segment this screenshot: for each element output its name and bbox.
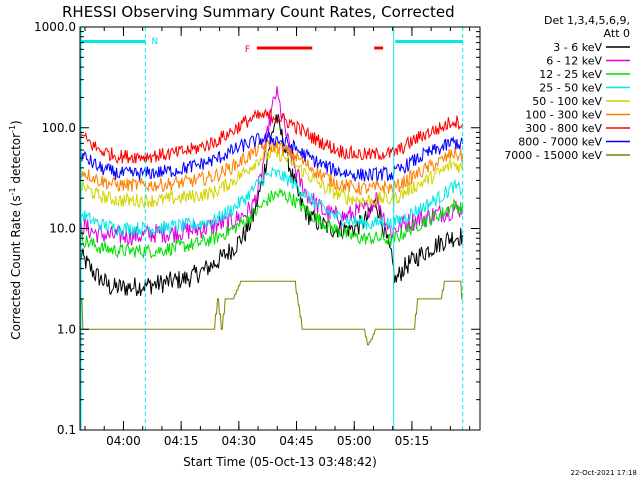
series-line-300-800 — [80, 108, 464, 164]
legend-header-attenuator: Att 0 — [604, 27, 630, 40]
x-tick-label: 05:15 — [395, 434, 430, 448]
flare-label: F — [245, 45, 250, 55]
y-tick-label: 0.1 — [57, 423, 76, 437]
y-tick-label: 1000.0 — [34, 20, 76, 34]
legend-entry-label: 12 - 25 keV — [539, 68, 602, 81]
y-axis: 1000.0 100.0 10.0 1.0 0.1 — [34, 20, 480, 437]
legend-entry-label: 100 - 300 keV — [525, 109, 602, 122]
series-line-800-7000 — [80, 131, 464, 182]
y-tick-label: 100.0 — [42, 121, 76, 135]
series-layer — [80, 85, 464, 346]
legend-entry-label: 7000 - 15000 keV — [504, 149, 602, 162]
night-label: N — [151, 37, 158, 47]
y-tick-label: 1.0 — [57, 322, 76, 336]
legend-entry-label: 800 - 7000 keV — [518, 136, 602, 149]
legend-entry-label: 25 - 50 keV — [539, 82, 602, 95]
y-axis-label-sup2: -1 — [8, 125, 17, 133]
footer-timestamp: 22-Oct-2021 17:18 — [571, 469, 637, 477]
x-tick-label: 05:00 — [337, 434, 372, 448]
chart-title: RHESSI Observing Summary Count Rates, Co… — [62, 3, 455, 21]
x-axis: 04:00 04:15 04:30 04:45 05:00 05:15 — [84, 27, 471, 448]
legend-entry-label: 50 - 100 keV — [532, 95, 602, 108]
series-line-12-25 — [80, 187, 464, 260]
y-axis-label-end: ) — [9, 120, 23, 125]
series-line-6-12 — [80, 85, 464, 246]
legend-entry-label: 3 - 6 keV — [553, 41, 602, 54]
x-tick-label: 04:45 — [279, 434, 314, 448]
x-tick-label: 04:30 — [222, 434, 257, 448]
series-line-7000-15000 — [80, 280, 463, 346]
y-axis-label-main: Corrected Count Rate (s — [9, 195, 23, 339]
legend-entry-label: 300 - 800 keV — [525, 122, 602, 135]
plot-frame — [79, 26, 481, 431]
series-line-25-50 — [80, 166, 463, 238]
legend-header-detectors: Det 1,3,4,5,6,9, — [544, 14, 630, 27]
x-tick-label: 04:15 — [164, 434, 199, 448]
legend-entry-label: 6 - 12 keV — [546, 55, 602, 68]
series-line-3-6 — [80, 114, 464, 297]
y-axis-label-sup1: -1 — [8, 187, 17, 195]
x-tick-label: 04:00 — [106, 434, 141, 448]
series-line-100-300 — [80, 138, 464, 196]
y-axis-label-mid: detector — [9, 133, 23, 188]
y-axis-label: Corrected Count Rate (s-1 detector-1) — [8, 120, 23, 339]
night-flare-markers: NF — [80, 37, 463, 55]
y-tick-label: 10.0 — [49, 222, 76, 236]
x-axis-label: Start Time (05-Oct-13 03:48:42) — [183, 455, 377, 469]
